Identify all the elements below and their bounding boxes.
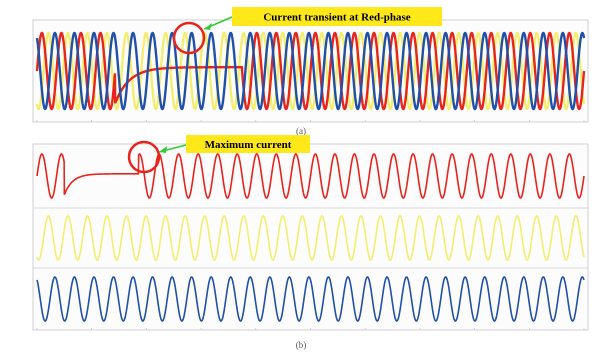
annotation-b-circle	[127, 140, 161, 174]
annotation-a-arrowhead	[204, 23, 212, 30]
plot-a-ticks	[36, 120, 585, 122]
series-b-1	[36, 215, 585, 261]
series-a-1	[35, 31, 586, 111]
panel-a-label: (a)	[296, 126, 306, 136]
plot-b-lines	[36, 153, 585, 322]
series-a-2	[35, 31, 586, 111]
panel-a: Current transient at Red-phase (a)	[32, 7, 589, 136]
annotation-b-arrowhead	[159, 146, 167, 153]
series-b-2	[36, 276, 585, 322]
plot-b-ticks	[36, 328, 585, 330]
annotation-b-text: Maximum current	[205, 139, 292, 151]
panel-b-label: (b)	[296, 340, 307, 350]
plot-a-lines	[35, 31, 586, 111]
series-b-0	[36, 153, 585, 199]
annotation-a-circle	[172, 21, 206, 55]
annotation-a-box	[232, 7, 442, 26]
annotation-a-text: Current transient at Red-phase	[263, 12, 410, 24]
panel-b: Maximum current (b)	[32, 135, 589, 350]
annotation-b-box	[186, 135, 310, 153]
